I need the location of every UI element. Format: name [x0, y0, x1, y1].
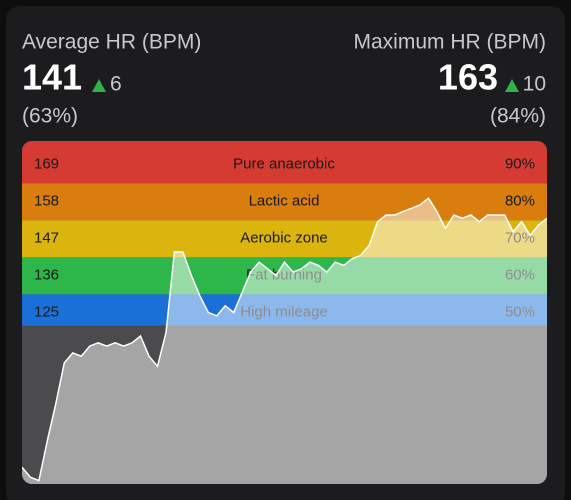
- zone-name: Lactic acid: [249, 192, 320, 209]
- zone-percent: 80%: [505, 192, 535, 209]
- avg-value: 141: [22, 57, 82, 98]
- max-change: 10: [523, 73, 546, 96]
- zone-name: Aerobic zone: [240, 229, 328, 246]
- up-arrow: [505, 79, 519, 92]
- area-fill: [22, 198, 547, 484]
- max-percent: (84%): [490, 105, 546, 128]
- zone-bpm: 136: [34, 266, 59, 283]
- zone-bpm: 158: [34, 192, 59, 209]
- zone-band: [22, 183, 547, 221]
- zone-name: Pure anaerobic: [233, 156, 335, 173]
- zone-bpm: 169: [34, 156, 59, 173]
- zone-percent: 90%: [505, 156, 535, 173]
- avg-label: Average HR (BPM): [22, 31, 201, 54]
- avg-percent: (63%): [22, 105, 78, 128]
- avg-change: 6: [110, 73, 122, 96]
- up-arrow: [92, 79, 106, 92]
- zone-bpm: 125: [34, 303, 59, 320]
- zone-band: [22, 141, 547, 184]
- zone-bpm: 147: [34, 229, 59, 246]
- max-value: 163: [438, 57, 498, 98]
- max-label: Maximum HR (BPM): [354, 31, 547, 54]
- hr-line: [22, 197, 547, 482]
- plot: 169 Pure anaerobic 90% 158 Lactic acid 80% 147…: [22, 141, 547, 484]
